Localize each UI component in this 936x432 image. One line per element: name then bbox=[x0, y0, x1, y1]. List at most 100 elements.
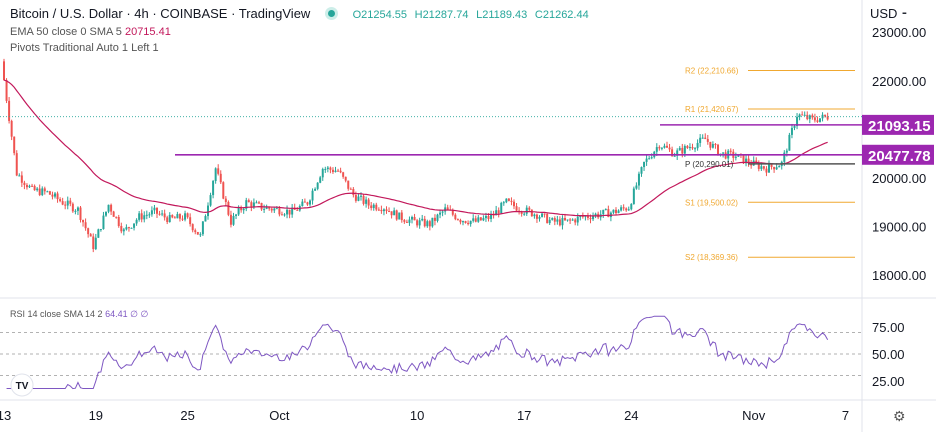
candle-body bbox=[156, 207, 158, 214]
candle-body bbox=[212, 180, 215, 196]
candle-body bbox=[428, 221, 431, 227]
ema-legend[interactable]: EMA 50 close 0 SMA 5 20715.41 bbox=[10, 26, 171, 38]
candle-body bbox=[607, 209, 610, 218]
candle-body bbox=[107, 204, 110, 212]
candle-body bbox=[342, 172, 345, 177]
candle-body bbox=[250, 202, 253, 208]
candle-body bbox=[275, 208, 278, 210]
candle-body bbox=[706, 139, 709, 142]
candle-body bbox=[10, 120, 13, 137]
candle-body bbox=[456, 219, 459, 221]
candle-body bbox=[615, 209, 617, 214]
candle-body bbox=[760, 166, 763, 169]
candle-body bbox=[270, 208, 273, 211]
candle-body bbox=[696, 142, 699, 149]
candle-body bbox=[283, 214, 286, 216]
candle-body bbox=[513, 201, 515, 207]
candle-body bbox=[464, 221, 467, 223]
candle-body bbox=[36, 188, 39, 191]
tradingview-logo-icon[interactable] bbox=[10, 373, 34, 397]
candle-body bbox=[347, 180, 350, 189]
candle-body bbox=[13, 136, 16, 154]
candle-body bbox=[645, 158, 648, 162]
candle-body bbox=[699, 137, 702, 143]
candle-body bbox=[171, 215, 174, 218]
candle-body bbox=[61, 201, 64, 205]
candle-body bbox=[296, 209, 299, 211]
candle-body bbox=[673, 155, 676, 157]
rsi-legend[interactable]: RSI 14 close SMA 14 2 64.41 ∅ ∅ bbox=[10, 309, 148, 320]
currency-menu[interactable]: USD ⁃ bbox=[870, 6, 908, 21]
candle-body bbox=[535, 214, 538, 219]
ema-label: EMA 50 close 0 SMA 5 bbox=[10, 26, 122, 38]
candle-body bbox=[773, 166, 776, 170]
candle-body bbox=[69, 200, 72, 204]
candle-body bbox=[678, 147, 681, 151]
candle-body bbox=[561, 217, 564, 226]
candle-body bbox=[709, 141, 712, 148]
candle-body bbox=[306, 202, 309, 205]
candle-body bbox=[352, 188, 355, 196]
candle-body bbox=[79, 207, 82, 220]
candle-body bbox=[630, 204, 633, 210]
candle-body bbox=[357, 196, 360, 201]
ema-value: 20715.41 bbox=[124, 26, 171, 38]
candle-body bbox=[163, 213, 166, 218]
candle-body bbox=[324, 169, 327, 171]
candle-body bbox=[400, 212, 403, 221]
candle-body bbox=[56, 193, 59, 200]
tradingview-logo-text: TV bbox=[16, 381, 29, 392]
candle-body bbox=[581, 216, 584, 218]
candle-body bbox=[229, 214, 232, 225]
candle-body bbox=[564, 217, 566, 221]
candle-body bbox=[232, 215, 235, 225]
candle-body bbox=[237, 207, 240, 215]
candle-body bbox=[186, 213, 189, 218]
candle-body bbox=[390, 211, 393, 216]
candle-body bbox=[530, 209, 533, 217]
candle-body bbox=[31, 185, 34, 187]
candle-body bbox=[219, 173, 222, 183]
pivots-legend[interactable]: Pivots Traditional Auto 1 Left 1 bbox=[10, 42, 159, 54]
candle-body bbox=[755, 160, 758, 163]
candle-body bbox=[433, 217, 436, 221]
candle-body bbox=[411, 216, 413, 220]
candle-body bbox=[94, 237, 97, 250]
ohlc-close: C21262.44 bbox=[534, 9, 589, 21]
candle-body bbox=[553, 218, 556, 222]
candle-body bbox=[446, 207, 449, 210]
candle-body bbox=[617, 210, 620, 214]
candle-body bbox=[635, 185, 638, 189]
candle-body bbox=[265, 206, 268, 209]
candle-body bbox=[349, 188, 352, 190]
candle-body bbox=[125, 227, 128, 230]
candle-body bbox=[497, 210, 500, 214]
candle-body bbox=[199, 234, 202, 236]
candle-body bbox=[632, 188, 635, 205]
candle-body bbox=[528, 207, 531, 210]
settings-gear-icon[interactable]: ⚙ bbox=[893, 408, 906, 424]
candle-body bbox=[811, 115, 814, 118]
candle-body bbox=[18, 175, 21, 177]
candle-body bbox=[242, 208, 245, 211]
candle-body bbox=[681, 147, 684, 154]
candle-body bbox=[51, 194, 54, 197]
candle-body bbox=[316, 182, 319, 189]
candle-body bbox=[112, 211, 115, 217]
candle-body bbox=[196, 232, 199, 235]
candle-body bbox=[543, 213, 546, 215]
candle-body bbox=[140, 213, 143, 220]
candle-body bbox=[268, 206, 271, 209]
candle-body bbox=[224, 198, 227, 202]
candle-body bbox=[168, 215, 171, 223]
candle-body bbox=[538, 216, 541, 219]
candle-body bbox=[314, 188, 317, 191]
candle-body bbox=[130, 227, 133, 229]
time-tick: 24 bbox=[624, 408, 638, 423]
candle-body bbox=[462, 221, 464, 223]
candle-body bbox=[745, 158, 748, 164]
rsi-tick: 50.00 bbox=[872, 347, 905, 362]
candle-body bbox=[227, 201, 230, 215]
candle-body bbox=[120, 225, 123, 232]
